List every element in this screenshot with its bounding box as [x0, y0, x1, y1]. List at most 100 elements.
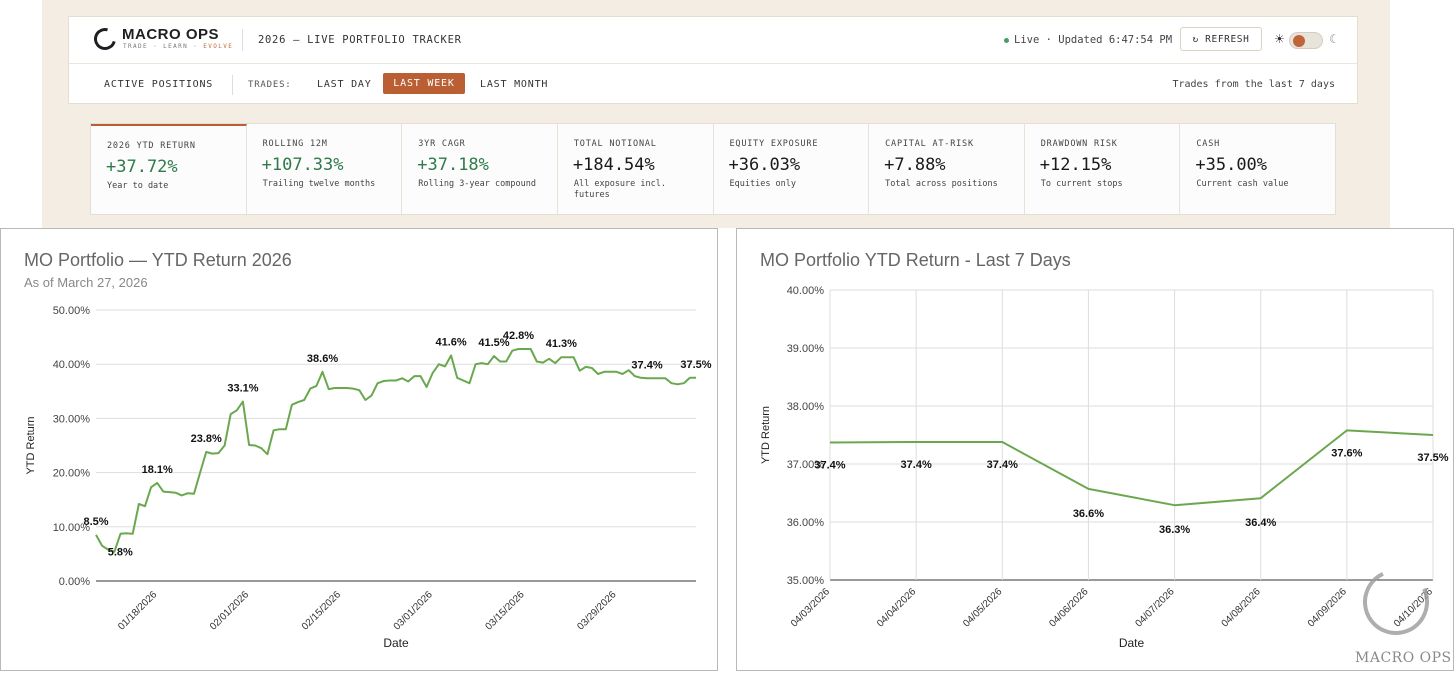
x-tick-label: 04/08/2026: [1220, 586, 1263, 629]
x-tick-label: 03/29/2026: [575, 589, 618, 632]
live-indicator-icon: [1004, 38, 1009, 43]
nav-active-positions[interactable]: ACTIVE POSITIONS: [104, 79, 214, 90]
stat-card-capital-at-risk[interactable]: CAPITAL AT-RISK +7.88% Total across posi…: [869, 124, 1025, 214]
header-card: MACRO OPS TRADE · LEARN · EVOLVE 2026 — …: [68, 16, 1358, 104]
nav-trades-label: TRADES:: [248, 80, 292, 90]
stat-value: +35.00%: [1195, 155, 1268, 175]
logo-icon: [89, 23, 121, 55]
stat-label: 3YR CAGR: [418, 139, 466, 149]
x-tick-label: 01/18/2026: [116, 589, 159, 632]
stat-sub: To current stops: [1040, 179, 1123, 189]
data-label: 33.1%: [227, 383, 258, 395]
watermark-text: MACRO OPS: [1355, 650, 1452, 666]
stat-value: +37.72%: [106, 157, 178, 177]
live-status: Live · Updated 6:47:54 PM: [1014, 34, 1173, 46]
data-label: 42.8%: [503, 330, 534, 342]
data-label: 37.5%: [1417, 452, 1448, 464]
x-axis-label: Date: [383, 636, 409, 650]
logo-tag-main: TRADE · LEARN ·: [123, 43, 204, 50]
stat-card-3yr-cagr[interactable]: 3YR CAGR +37.18% Rolling 3-year compound: [402, 124, 558, 214]
y-axis-label: YTD Return: [760, 406, 772, 464]
y-tick-label: 0.00%: [59, 576, 90, 588]
x-axis-label: Date: [1119, 636, 1145, 650]
watermark-logo: MACRO OPS: [1353, 559, 1451, 671]
toggle-knob: [1293, 35, 1305, 47]
logo-tag-evolve: EVOLVE: [203, 43, 234, 50]
stat-card-ytd[interactable]: 2026 YTD RETURN +37.72% Year to date: [91, 124, 247, 214]
data-label: 36.4%: [1245, 517, 1276, 529]
stat-label: EQUITY EXPOSURE: [729, 139, 819, 149]
chart-title: MO Portfolio YTD Return - Last 7 Days: [760, 250, 1071, 270]
stat-sub: Total across positions: [885, 179, 998, 189]
tab-last-month[interactable]: LAST MONTH: [480, 79, 549, 90]
data-label: 37.6%: [1331, 447, 1362, 459]
nav-divider: [232, 75, 233, 95]
y-tick-label: 37.00%: [787, 459, 825, 471]
sun-icon: ☀: [1274, 32, 1285, 46]
series-line: [95, 348, 696, 553]
stat-value: +36.03%: [728, 155, 801, 175]
data-label: 37.5%: [680, 359, 711, 371]
y-tick-label: 20.00%: [53, 468, 91, 480]
x-tick-label: 04/06/2026: [1047, 586, 1090, 629]
x-tick-label: 02/01/2026: [208, 589, 251, 632]
x-tick-label: 04/04/2026: [875, 586, 918, 629]
y-tick-label: 10.00%: [53, 522, 91, 534]
watermark-ring-icon: [1353, 559, 1439, 645]
stat-label: ROLLING 12M: [262, 139, 328, 149]
stat-value: +37.18%: [417, 155, 489, 175]
stat-card-total-notional[interactable]: TOTAL NOTIONAL +184.54% All exposure inc…: [557, 124, 714, 214]
x-tick-label: 02/15/2026: [300, 589, 343, 632]
y-tick-label: 36.00%: [787, 517, 825, 529]
data-label: 37.4%: [901, 459, 932, 471]
stat-sub: Year to date: [107, 181, 169, 191]
y-tick-label: 38.00%: [787, 401, 825, 413]
stat-label: DRAWDOWN RISK: [1040, 139, 1118, 149]
stat-value: +184.54%: [572, 155, 655, 175]
x-tick-label: 03/01/2026: [392, 589, 435, 632]
data-label: 41.3%: [546, 338, 577, 350]
x-tick-label: 04/09/2026: [1306, 586, 1349, 629]
tab-last-day[interactable]: LAST DAY: [317, 79, 372, 90]
ytd-chart-panel: 0.00% 10.00% 20.00% 30.00% 40.00% 50.00% 01/18…: [0, 228, 718, 671]
x-tick-label: 04/03/2026: [789, 586, 832, 629]
stat-card-equity-exposure[interactable]: EQUITY EXPOSURE +36.03% Equities only: [713, 124, 870, 214]
data-label: 41.6%: [436, 337, 467, 349]
last7-chart-panel: 35.00% 36.00% 37.00% 38.00% 39.00% 40.00% 04/0…: [736, 228, 1454, 671]
data-label: 41.5%: [478, 337, 509, 349]
data-label: 8.5%: [83, 516, 108, 528]
y-tick-label: 30.00%: [53, 413, 91, 425]
stat-card-drawdown-risk[interactable]: DRAWDOWN RISK +12.15% To current stops: [1024, 124, 1181, 214]
stat-label: 2026 YTD RETURN: [107, 141, 196, 151]
chart-title: MO Portfolio — YTD Return 2026: [24, 250, 292, 270]
data-label: 36.3%: [1159, 524, 1190, 536]
data-label: 36.6%: [1073, 508, 1104, 520]
stat-card-rolling-12m[interactable]: ROLLING 12M +107.33% Trailing twelve mon…: [246, 124, 403, 214]
data-label: 23.8%: [191, 433, 222, 445]
header-divider: [242, 29, 243, 51]
data-label: 5.8%: [108, 547, 133, 559]
stats-row: 2026 YTD RETURN +37.72% Year to date ROL…: [90, 123, 1336, 215]
stat-value: +7.88%: [884, 155, 946, 175]
x-tick-label: 04/07/2026: [1134, 586, 1177, 629]
stat-sub: Current cash value: [1196, 179, 1289, 189]
data-label: 37.4%: [631, 359, 662, 371]
data-label: 38.6%: [307, 353, 338, 365]
stat-card-cash[interactable]: CASH +35.00% Current cash value: [1180, 124, 1335, 214]
y-tick-label: 40.00%: [53, 359, 91, 371]
tab-last-week[interactable]: LAST WEEK: [383, 73, 465, 94]
data-label: 37.4%: [814, 460, 845, 472]
trades-note: Trades from the last 7 days: [1172, 79, 1335, 90]
header-top-bar: MACRO OPS TRADE · LEARN · EVOLVE 2026 — …: [69, 17, 1357, 64]
series-line: [829, 429, 1434, 507]
y-tick-label: 50.00%: [53, 305, 91, 317]
stat-sub: Equities only: [729, 179, 797, 189]
last7-chart: 35.00% 36.00% 37.00% 38.00% 39.00% 40.00% 04/0…: [760, 285, 1449, 650]
theme-toggle[interactable]: [1289, 32, 1323, 49]
logo-tagline: TRADE · LEARN · EVOLVE: [123, 43, 233, 50]
stat-value: +107.33%: [261, 155, 344, 175]
refresh-button[interactable]: ↻ REFRESH: [1180, 27, 1262, 51]
page-title: 2026 — LIVE PORTFOLIO TRACKER: [258, 34, 462, 46]
data-label: 18.1%: [142, 464, 173, 476]
x-tick-label: 04/05/2026: [961, 586, 1004, 629]
